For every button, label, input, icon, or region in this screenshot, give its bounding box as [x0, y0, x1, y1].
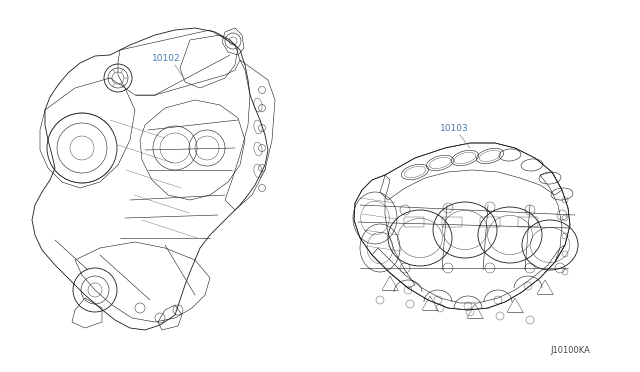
Text: 10103: 10103 [440, 124, 468, 132]
Text: 10102: 10102 [152, 54, 180, 62]
Text: J10100KA: J10100KA [550, 346, 590, 355]
